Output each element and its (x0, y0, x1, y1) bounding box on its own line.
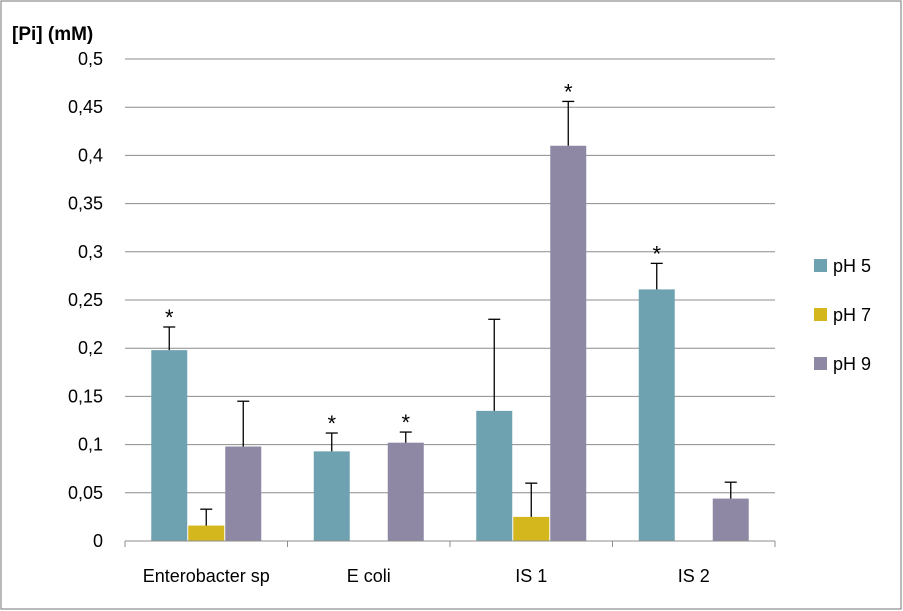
bar (387, 442, 424, 541)
y-tick-label: 0,4 (78, 145, 103, 165)
y-tick-label: 0,5 (78, 49, 103, 69)
y-tick-label: 0,3 (78, 242, 103, 262)
y-axis-title: [Pi] (mM) (12, 24, 93, 45)
bar (225, 446, 262, 541)
y-tick-label: 0,1 (78, 435, 103, 455)
bar (550, 145, 587, 541)
x-tick-label: IS 2 (678, 566, 710, 586)
y-tick-label: 0,35 (68, 194, 103, 214)
bar (313, 451, 350, 541)
y-tick-label: 0,45 (68, 97, 103, 117)
legend-swatch (814, 357, 827, 370)
bar (513, 516, 550, 541)
legend-swatch (814, 259, 827, 272)
significance-star: * (652, 241, 661, 266)
x-tick-label: Enterobacter sp (143, 566, 270, 586)
legend-label: pH 9 (833, 354, 871, 374)
bar (188, 525, 225, 541)
legend-label: pH 7 (833, 305, 871, 325)
y-tick-label: 0,05 (68, 483, 103, 503)
bars (151, 145, 749, 541)
x-axis-ticks (124, 541, 776, 547)
y-tick-label: 0,25 (68, 290, 103, 310)
y-tick-label: 0,2 (78, 338, 103, 358)
x-tick-label: E coli (347, 566, 391, 586)
significance-star: * (327, 411, 336, 436)
legend: pH 5 pH 7 pH 9 (814, 256, 871, 374)
significance-star: * (564, 79, 573, 104)
bar (151, 350, 188, 541)
y-tick-label: 0,15 (68, 386, 103, 406)
x-axis-labels: Enterobacter sp E coli IS 1 IS 2 (143, 566, 710, 586)
significance-star: * (401, 410, 410, 435)
y-axis-ticks: 0 0,05 0,1 0,15 0,2 0,25 0,3 0,35 0,4 0,45 0,5 (68, 49, 103, 551)
bar (476, 410, 513, 541)
bar (638, 289, 675, 541)
x-tick-label: IS 1 (515, 566, 547, 586)
legend-swatch (814, 308, 827, 321)
legend-label: pH 5 (833, 256, 871, 276)
error-bars (163, 100, 737, 526)
significance-star: * (165, 305, 174, 330)
gridlines (125, 58, 775, 494)
y-tick-label: 0 (93, 531, 103, 551)
significance-markers: * * * * * (165, 79, 662, 436)
bar (712, 498, 749, 541)
